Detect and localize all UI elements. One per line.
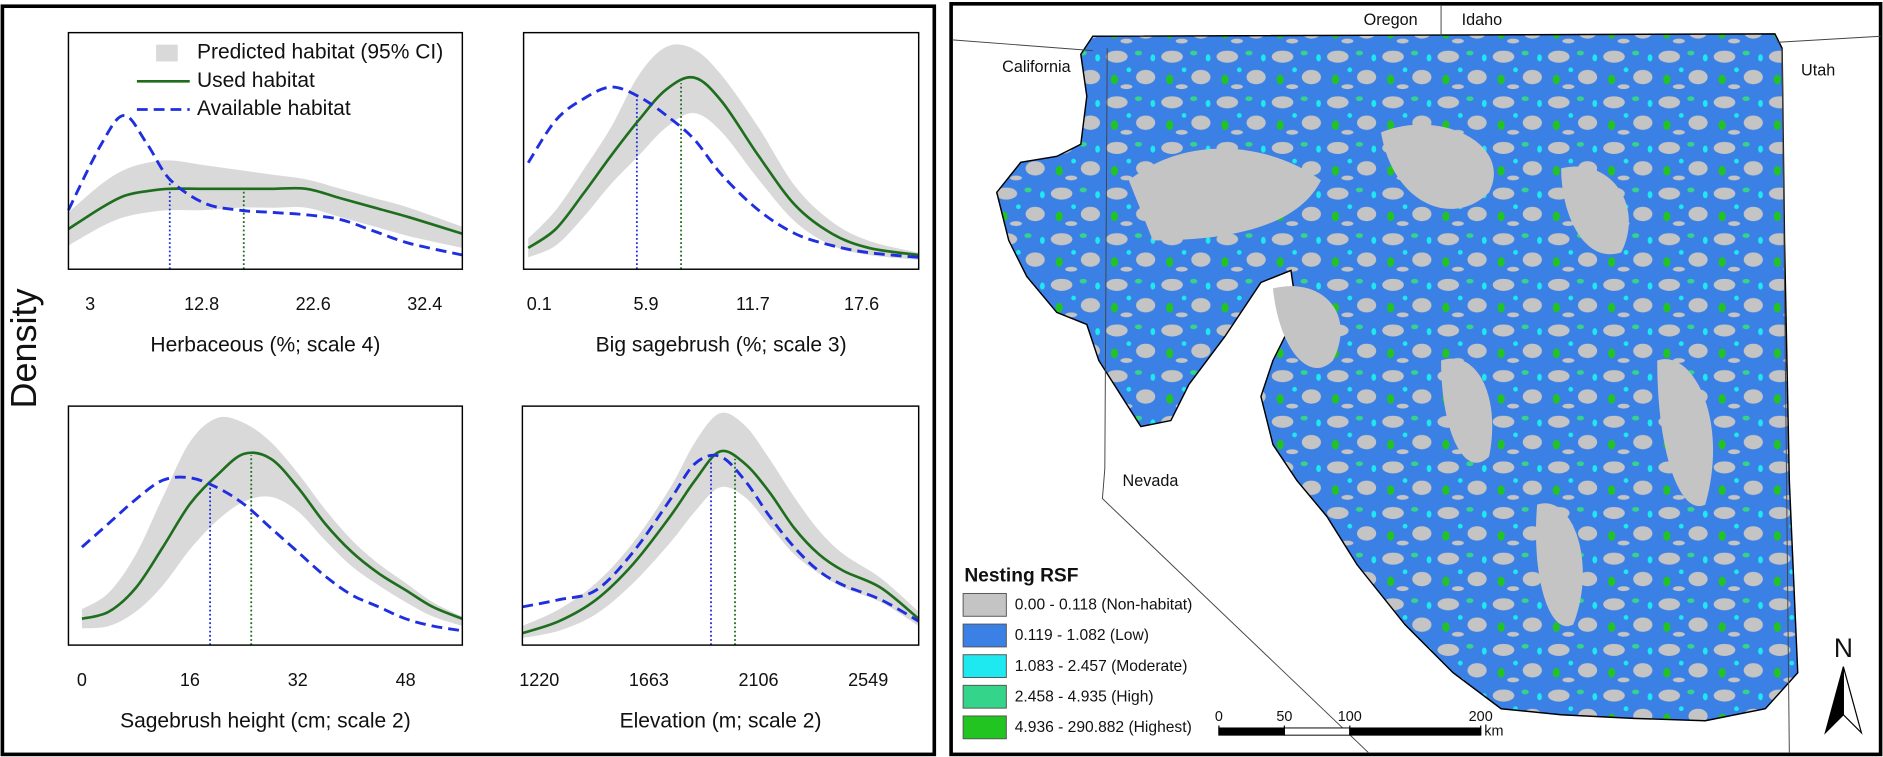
x-tick-label: 2549 [848,670,888,690]
plot-area [523,32,919,270]
chart: 0 16 32 48 Sagebrush height (cm; scale 2) [67,405,464,733]
legend-label: Predicted habitat (95% CI) [197,41,443,64]
x-tick-label: 12.8 [184,294,219,314]
x-tick-label: 32.4 [407,294,442,314]
x-tick-label: 11.7 [736,294,770,314]
map: Oregon Idaho California Utah Nevada Nesting R… [952,5,1881,754]
state-label: Nevada [1123,472,1180,490]
ci-band [68,160,463,248]
legend-label: 1.083 - 2.457 (Moderate) [1015,658,1188,675]
x-axis-label: Big sagebrush (%; scale 3) [596,334,847,357]
chart: 0.1 5.9 11.7 17.6 Big sagebrush (%; scale 3) [522,31,920,357]
density-line [522,453,920,623]
density-line [526,85,919,259]
legend-label: 4.936 - 290.882 (Highest) [1015,719,1192,736]
x-axis-label: Sagebrush height (cm; scale 2) [120,710,411,733]
density-line [527,75,919,257]
legend-label: 0.00 - 0.118 (Non-habitat) [1015,597,1193,614]
non-habitat-areas [1128,124,1714,627]
x-tick-label: 22.6 [296,294,331,314]
y-axis-label: Density [3,288,44,408]
x-tick-label: 0.1 [527,294,552,314]
scale-segment [1283,727,1351,736]
legend-swatch [962,715,1007,740]
x-tick-label: 2106 [739,670,779,690]
scale-unit: km [1484,723,1503,739]
scale-label: 0 [1215,709,1223,725]
north-arrow [1824,666,1863,735]
density-line [67,114,463,257]
legend-swatch [962,592,1007,617]
x-tick-label: 1663 [629,670,669,690]
density-line [521,449,920,635]
legend-label: 2.458 - 4.935 (High) [1015,688,1154,705]
x-tick-label: 3 [85,294,95,314]
density-line [67,186,463,235]
scale-segment [1349,727,1482,736]
chart: 1220 1663 2106 2549 Elevation (m; scale 2) [519,405,920,733]
legend-label: 0.119 - 1.082 (Low) [1015,627,1149,644]
legend-swatch [962,623,1007,648]
scale-label: 200 [1469,709,1493,725]
chart: 3 12.8 22.6 32.4 Herbaceous (%; scale 4) Pred… [67,31,464,357]
x-axis-label: Elevation (m; scale 2) [620,710,822,733]
legend-swatch [962,654,1007,679]
density-line [81,451,463,621]
legend-label: Used habitat [197,69,315,92]
plot-frame [67,31,464,270]
plot-frame [521,405,920,646]
scale-segment [1218,727,1285,736]
x-tick-label: 48 [396,670,416,690]
state-label: Idaho [1462,11,1503,29]
ci-band [528,44,919,260]
x-tick-label: 17.6 [844,294,879,314]
state-label: Oregon [1364,11,1418,29]
density-line [80,475,463,633]
x-tick-label: 0 [77,670,87,690]
plot-frame [522,31,920,270]
north-label: N [1834,633,1853,663]
x-tick-label: 32 [288,670,308,690]
x-tick-label: 5.9 [634,294,659,314]
legend-swatch [156,44,178,62]
scale-label: 50 [1276,709,1292,725]
legend-swatch [962,684,1007,709]
plot-frame [67,405,464,646]
ci-band [81,416,463,629]
state-label: California [1002,58,1071,76]
state-label: Utah [1801,61,1835,79]
scale-label: 100 [1338,709,1362,725]
ci-band [522,412,919,638]
x-tick-label: 1220 [519,670,559,690]
state-boundaries [952,5,1881,754]
legend-label: Available habitat [197,97,351,120]
x-tick-label: 16 [180,670,200,690]
legend-title: Nesting RSF [964,566,1078,587]
x-axis-label: Herbaceous (%; scale 4) [150,334,380,357]
